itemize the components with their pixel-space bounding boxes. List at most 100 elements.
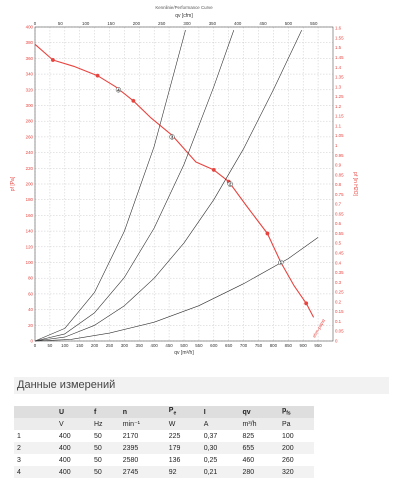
right-tick-label: 1.35 bbox=[335, 75, 344, 80]
table-cell: 655 bbox=[239, 442, 279, 454]
right-tick-label: 0.3 bbox=[335, 280, 342, 285]
table-cell: 0,25 bbox=[200, 454, 240, 466]
y-tick-label-left: 360 bbox=[26, 56, 34, 61]
table-cell: 4 bbox=[14, 466, 56, 478]
y-tick-label-left: 240 bbox=[26, 150, 34, 155]
right-tick-label: 0.6 bbox=[335, 221, 342, 226]
x-tick-label: 550 bbox=[195, 343, 203, 348]
operating-point bbox=[115, 87, 122, 93]
x-tick-label: 950 bbox=[314, 343, 322, 348]
table-cell: 92 bbox=[165, 466, 201, 478]
top-tick-label: 200 bbox=[133, 21, 141, 26]
y-tick-label-left: 200 bbox=[26, 182, 34, 187]
table-header-row: U f n Pe I qv pfs bbox=[14, 406, 314, 418]
y-tick-label-left: 60 bbox=[28, 291, 33, 296]
x-tick-label: 700 bbox=[240, 343, 248, 348]
right-tick-label: 0.9 bbox=[335, 163, 342, 168]
right-tick-label: 0.2 bbox=[335, 299, 342, 304]
y-axis-label-right: pf [in H2O] bbox=[352, 172, 358, 197]
curve-marker bbox=[265, 231, 270, 236]
right-tick-label: 1.45 bbox=[335, 55, 344, 60]
unit-cell: Hz bbox=[90, 418, 120, 430]
y-tick-label-left: 40 bbox=[28, 307, 33, 312]
table-cell: 200 bbox=[278, 442, 314, 454]
table-cell: 136 bbox=[165, 454, 201, 466]
table-cell: 400 bbox=[56, 466, 91, 478]
system-curve bbox=[34, 30, 186, 342]
top-tick-label: 500 bbox=[285, 21, 293, 26]
table-cell: 3 bbox=[14, 454, 56, 466]
right-tick-label: 1.1 bbox=[335, 123, 342, 128]
right-tick-label: 1.25 bbox=[335, 94, 344, 99]
header-cell-pe: Pe bbox=[165, 406, 201, 418]
curve-marker bbox=[211, 167, 216, 172]
table-cell: 50 bbox=[90, 430, 120, 442]
table-row: 4 400 50 2745 92 0,21 280 320 bbox=[14, 466, 314, 478]
table-row: 3 400 50 2580 136 0,25 460 260 bbox=[14, 454, 314, 466]
table-cell: 0,37 bbox=[200, 430, 240, 442]
right-tick-label: 0.4 bbox=[335, 260, 342, 265]
top-tick-label: 0 bbox=[34, 21, 37, 26]
table-cell: 50 bbox=[90, 454, 120, 466]
header-cell-qv: qv bbox=[239, 406, 279, 418]
table-cell: 400 bbox=[56, 430, 91, 442]
performance-curve bbox=[34, 43, 315, 318]
y-tick-label-left: 0 bbox=[31, 339, 34, 344]
curve-marker bbox=[304, 301, 309, 306]
curve-marker bbox=[95, 73, 100, 78]
table-cell: 225 bbox=[165, 430, 201, 442]
unit-cell: V bbox=[56, 418, 91, 430]
right-tick-label: 0.7 bbox=[335, 202, 342, 207]
table-cell: 2 bbox=[14, 442, 56, 454]
top-tick-label: 550 bbox=[310, 21, 318, 26]
right-tick-label: 0.95 bbox=[335, 153, 344, 158]
header-cell-i: I bbox=[200, 406, 240, 418]
x-tick-label: 600 bbox=[210, 343, 218, 348]
right-tick-label: 0.8 bbox=[335, 182, 342, 187]
unit-cell bbox=[14, 418, 56, 430]
top-tick-label: 350 bbox=[209, 21, 217, 26]
right-tick-label: 0.5 bbox=[335, 241, 342, 246]
right-tick-label: 0.25 bbox=[335, 290, 344, 295]
x-tick-label: 350 bbox=[136, 343, 144, 348]
top-tick-label: 50 bbox=[58, 21, 63, 26]
table-row: 2 400 50 2395 179 0,30 655 200 bbox=[14, 442, 314, 454]
x-tick-label: 0 bbox=[34, 343, 37, 348]
table-cell: 2395 bbox=[119, 442, 166, 454]
right-tick-label: 1.55 bbox=[335, 35, 344, 40]
right-tick-label: 0.65 bbox=[335, 211, 344, 216]
table-cell: 0,30 bbox=[200, 442, 240, 454]
x-tick-label: 400 bbox=[151, 343, 159, 348]
x-tick-label: 150 bbox=[76, 343, 84, 348]
curve-marker bbox=[131, 98, 136, 103]
right-tick-label: 0.85 bbox=[335, 172, 344, 177]
table-cell: 179 bbox=[165, 442, 201, 454]
right-tick-label: 0.55 bbox=[335, 231, 344, 236]
x-tick-label: 300 bbox=[121, 343, 129, 348]
right-tick-label: 0.05 bbox=[335, 329, 344, 334]
right-tick-label: 1.5 bbox=[335, 45, 342, 50]
unit-cell: m³/h bbox=[239, 418, 279, 430]
x-tick-label: 450 bbox=[165, 343, 173, 348]
operating-point-label: 2 bbox=[229, 182, 232, 187]
table-cell: 280 bbox=[239, 466, 279, 478]
curve-marker bbox=[50, 58, 55, 62]
operating-point bbox=[278, 259, 284, 266]
operating-point-label: 1 bbox=[280, 260, 283, 265]
x-tick-label: 750 bbox=[255, 343, 263, 348]
table-cell: 825 bbox=[239, 430, 279, 442]
operating-point-label: 4 bbox=[117, 87, 120, 92]
measurements-title: Данные измерений bbox=[17, 379, 116, 391]
table-cell: 0,21 bbox=[200, 466, 240, 478]
y-tick-label-left: 80 bbox=[28, 276, 33, 281]
top-tick-label: 450 bbox=[259, 21, 267, 26]
table-cell: 2745 bbox=[119, 466, 166, 478]
x-tick-label: 200 bbox=[91, 343, 99, 348]
right-tick-label: 0.15 bbox=[335, 309, 344, 314]
table-cell: 100 bbox=[278, 430, 314, 442]
x-tick-label: 50 bbox=[47, 343, 52, 348]
right-tick-label: 1.4 bbox=[335, 65, 342, 70]
header-cell bbox=[14, 406, 56, 418]
y-tick-label-left: 140 bbox=[26, 229, 34, 234]
